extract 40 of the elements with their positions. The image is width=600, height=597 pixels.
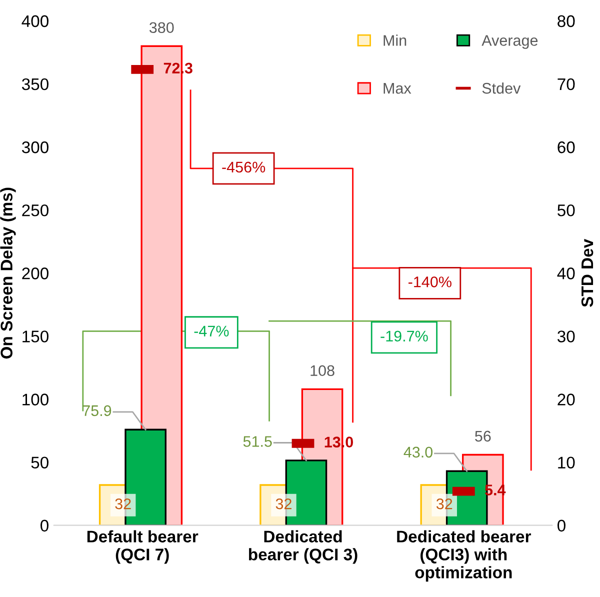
- annotation: -456%: [222, 162, 266, 173]
- y2-tick-label: 10: [558, 456, 575, 469]
- x-tick-label: Dedicated bearer (QCI3) with optimization: [397, 530, 532, 582]
- y-tick-label: 0: [40, 520, 48, 532]
- y2-tick-label: 20: [558, 394, 575, 406]
- y-tick-label: 100: [22, 394, 48, 406]
- y-tick-label: 200: [22, 268, 48, 280]
- data-label: 51.5: [243, 436, 272, 447]
- y2-tick-label: 80: [558, 15, 575, 28]
- legend-label: Min: [384, 34, 406, 46]
- annotation: -19.7%: [380, 330, 428, 342]
- y2-tick-label: 40: [557, 268, 575, 280]
- data-label: 75.9: [82, 405, 112, 416]
- y2-tick-label: 60: [558, 141, 575, 154]
- legend-label: Average: [482, 35, 538, 49]
- data-label: 32: [436, 498, 452, 510]
- y-tick-label: 300: [22, 141, 48, 154]
- x-tick-label: Default bearer (QCI 7): [87, 530, 198, 564]
- data-label: 108: [310, 365, 334, 376]
- data-label: 43.0: [404, 446, 433, 458]
- y2-tick-label: 50: [558, 204, 575, 216]
- annotation: -47%: [194, 326, 229, 336]
- annotation: -140%: [408, 276, 452, 288]
- y-tick-label: 250: [22, 204, 48, 216]
- y-axis-title: On Screen Delay (ms): [0, 188, 16, 359]
- data-label: 32: [276, 498, 292, 510]
- y-tick-label: 50: [31, 456, 48, 469]
- y2-tick-label: 30: [557, 330, 575, 342]
- y2-tick-label: 0: [558, 520, 566, 532]
- legend-label: Stdev: [482, 82, 521, 94]
- y-tick-label: 400: [22, 15, 48, 28]
- y-tick-label: 150: [22, 330, 48, 342]
- y2-tick-label: 70: [558, 78, 575, 90]
- y-tick-label: 350: [22, 78, 48, 90]
- x-tick-label: Dedicated bearer (QCI 3): [248, 530, 358, 564]
- data-label: 56: [475, 430, 491, 442]
- y2-axis-title: STD Dev: [581, 238, 594, 307]
- data-label: 380: [149, 22, 174, 34]
- data-label: 32: [115, 498, 131, 510]
- legend-label: Max: [384, 83, 412, 94]
